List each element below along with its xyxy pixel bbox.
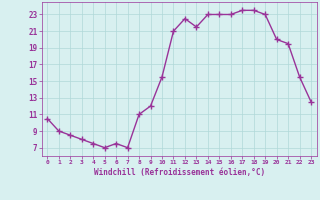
X-axis label: Windchill (Refroidissement éolien,°C): Windchill (Refroidissement éolien,°C) xyxy=(94,168,265,177)
